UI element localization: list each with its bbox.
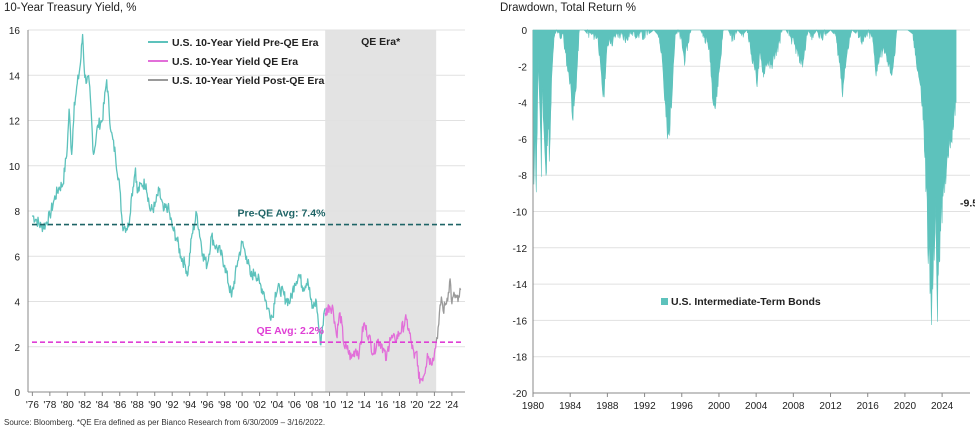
x-tick-label: '04 (271, 400, 284, 411)
legend-label: U.S. 10-Year Yield Post-QE Era (172, 75, 324, 87)
legend-label: U.S. 10-Year Yield Pre-QE Era (172, 37, 319, 49)
qe-yield-line (324, 304, 437, 384)
x-tick-label: '82 (78, 400, 91, 411)
right-chart-title: Drawdown, Total Return % (500, 2, 636, 14)
post-qe-yield-line (435, 278, 462, 343)
left-chart-title: 10-Year Treasury Yield, % (4, 2, 137, 14)
y-tick-label: 0 (14, 388, 20, 399)
x-tick-label: '14 (358, 400, 371, 411)
y-tick-label: 10 (9, 162, 21, 173)
x-tick-label: '12 (340, 400, 353, 411)
x-tick-label: '76 (26, 400, 39, 411)
y-tick-label: 16 (9, 26, 21, 37)
y-tick-label: 6 (14, 252, 20, 263)
x-tick-label: '96 (201, 400, 214, 411)
y-tick-label: 8 (14, 207, 20, 218)
x-tick-label: '86 (113, 400, 126, 411)
x-tick-label: '80 (61, 400, 74, 411)
qe-era-label: QE Era* (361, 36, 401, 48)
x-tick-label: '20 (410, 400, 423, 411)
x-tick-label: '94 (183, 400, 196, 411)
y-tick-label: 4 (14, 298, 20, 309)
y-tick-label: 14 (9, 71, 21, 82)
x-tick-label: '08 (306, 400, 319, 411)
y-tick-label: 2 (14, 343, 20, 354)
x-tick-label: '90 (148, 400, 161, 411)
x-tick-label: '78 (43, 400, 56, 411)
x-tick-label: '02 (253, 400, 266, 411)
qe-average-line-label: QE Avg: 2.2% (256, 325, 324, 337)
x-tick-label: '22 (428, 400, 441, 411)
legend-label: U.S. 10-Year Yield QE Era (172, 56, 298, 68)
x-tick-label: '16 (375, 400, 388, 411)
x-tick-label: '24 (445, 400, 458, 411)
x-tick-label: '84 (96, 400, 109, 411)
x-tick-label: '00 (236, 400, 249, 411)
x-tick-label: '98 (218, 400, 231, 411)
pre-qe-average-line-label: Pre-QE Avg: 7.4% (237, 208, 326, 220)
x-tick-label: '10 (323, 400, 336, 411)
source-note: Source: Bloomberg. *QE Era defined as pe… (4, 418, 326, 427)
x-tick-label: '92 (166, 400, 179, 411)
pre-qe-yield-line (31, 33, 326, 346)
x-tick-label: '88 (131, 400, 144, 411)
x-tick-label: '06 (288, 400, 301, 411)
x-tick-label: '18 (393, 400, 406, 411)
y-tick-label: 12 (9, 117, 21, 128)
